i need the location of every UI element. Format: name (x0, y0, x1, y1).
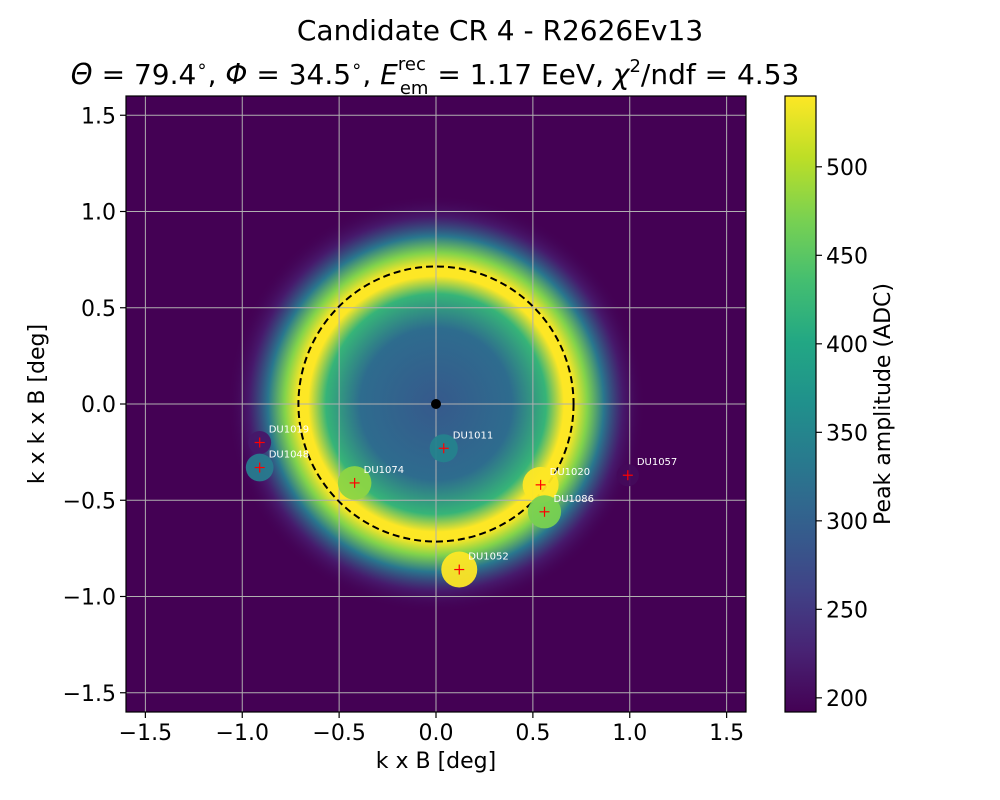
colorbar-tick-label: 400 (826, 333, 868, 358)
model-ring-circle (297, 265, 575, 543)
antenna-label: DU1052 (468, 552, 508, 563)
colorbar-tick-label: 200 (826, 687, 868, 712)
grid-lines (126, 96, 746, 712)
colorbar: 200 250 300 350 400 450 500 Peak amplitude (AD… (784, 95, 896, 713)
x-tick-label: 0.5 (515, 721, 550, 746)
colorbar-strip (784, 95, 817, 713)
antenna-label: DU1086 (554, 494, 594, 505)
y-tick-label: −0.5 (63, 489, 116, 514)
shower-core-marker (431, 399, 441, 409)
x-tick-label: −1.5 (119, 721, 172, 746)
x-tick-label: 1.5 (709, 721, 744, 746)
colorbar-tick-label: 300 (826, 510, 868, 535)
x-axis-ticks: −1.5 −1.0 −0.5 0.0 0.5 1.0 1.5 (119, 712, 744, 746)
theta-symbol: Θ (71, 58, 93, 91)
chart-title: Candidate CR 4 - R2626Ev13 (297, 14, 703, 47)
y-tick-label: 0.5 (81, 297, 116, 322)
antenna-du1086: DU1086 (527, 494, 594, 529)
antenna-du1074: DU1074 (337, 465, 404, 500)
y-tick-label: 1.5 (81, 104, 116, 129)
colorbar-tick-label: 500 (826, 156, 868, 181)
chart-subtitle: Θ = 79.4∘, Φ = 34.5∘, Erec em = 1.17 EeV,… (71, 54, 800, 99)
antenna-du1019: DU1019 (248, 425, 309, 454)
antenna-label: DU1057 (637, 457, 677, 468)
y-axis-ticks: −1.5 −1.0 −0.5 0.0 0.5 1.0 1.5 (63, 104, 126, 707)
colorbar-tick-label: 350 (826, 421, 868, 446)
antenna-du1020: DU1020 (522, 466, 590, 503)
antenna-label: DU1019 (269, 425, 309, 436)
theta-value: 79.4 (134, 58, 196, 91)
energy-value: 1.17 EeV (470, 58, 595, 91)
chi-symbol: χ (611, 58, 631, 91)
antenna-label: DU1074 (364, 465, 404, 476)
colorbar-tick-label: 250 (826, 598, 868, 623)
x-tick-label: −0.5 (312, 721, 365, 746)
antenna-du1052: DU1052 (441, 551, 509, 588)
y-tick-label: −1.5 (63, 682, 116, 707)
phi-value: 34.5 (289, 58, 351, 91)
energy-sub: em (400, 78, 429, 99)
y-tick-label: 0.0 (81, 393, 116, 418)
antenna-label: DU1020 (550, 467, 590, 478)
x-tick-label: 1.0 (612, 721, 647, 746)
antenna-label: DU1011 (453, 430, 493, 441)
y-tick-label: −1.0 (63, 586, 116, 611)
plot-area: DU1019 DU1048 DU1074 DU1011 DU1020 DU1086 DU10… (125, 95, 747, 713)
chi-ndf: /ndf (641, 58, 697, 91)
colorbar-tick-label: 450 (826, 244, 868, 269)
x-tick-label: −1.0 (216, 721, 269, 746)
colorbar-ticks: 200 250 300 350 400 450 500 (816, 156, 868, 712)
y-tick-label: 1.0 (81, 201, 116, 226)
antenna-du1011: DU1011 (429, 430, 493, 463)
antenna-label: DU1048 (269, 450, 309, 461)
chi-value: 4.53 (737, 58, 799, 91)
energy-sup: rec (398, 54, 426, 75)
y-axis-label: k x k x B [deg] (25, 324, 50, 484)
antenna-layer: DU1019 DU1048 DU1074 DU1011 DU1020 DU1086 DU10… (245, 425, 677, 588)
energy-symbol: E (380, 58, 398, 91)
chi-sup: 2 (629, 56, 640, 77)
antenna-du1048: DU1048 (245, 450, 309, 482)
phi-symbol: Φ (225, 58, 247, 91)
colorbar-label: Peak amplitude (ADC) (871, 283, 896, 525)
x-axis-label: k x B [deg] (376, 749, 496, 774)
x-tick-label: 0.0 (419, 721, 454, 746)
antenna-du1057: DU1057 (616, 457, 677, 487)
